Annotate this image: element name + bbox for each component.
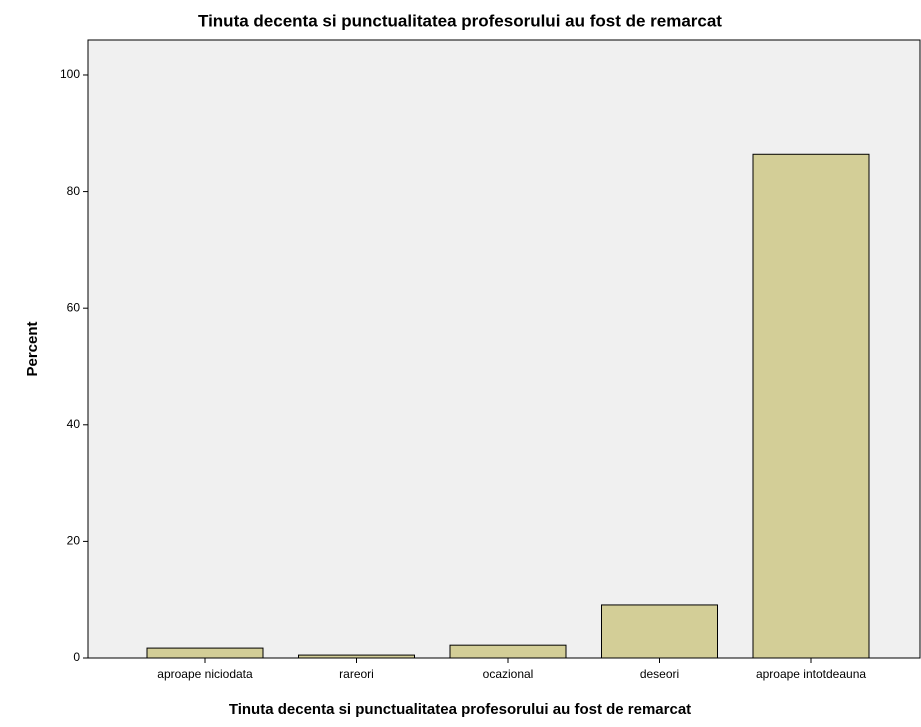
y-tick-label: 60 — [67, 300, 81, 314]
y-tick-label: 40 — [67, 417, 81, 431]
bar — [298, 654, 415, 659]
bar — [449, 644, 567, 659]
x-tick-label: ocazional — [483, 667, 534, 681]
y-tick-label: 80 — [67, 184, 81, 198]
y-axis-title: Percent — [24, 321, 41, 376]
x-axis-title: Tinuta decenta si punctualitatea profeso… — [229, 701, 691, 718]
x-tick-label: rareori — [339, 667, 374, 681]
y-tick-label: 100 — [60, 67, 80, 81]
bar — [752, 153, 870, 659]
bar — [146, 647, 264, 659]
y-tick-label: 20 — [67, 534, 81, 548]
chart-title: Tinuta decenta si punctualitatea profeso… — [198, 11, 722, 30]
x-tick-label: aproape niciodata — [157, 667, 253, 681]
x-tick-label: deseori — [640, 667, 679, 681]
x-tick-label: aproape intotdeauna — [756, 667, 866, 681]
bar — [601, 604, 718, 659]
y-tick-label: 0 — [73, 650, 80, 664]
